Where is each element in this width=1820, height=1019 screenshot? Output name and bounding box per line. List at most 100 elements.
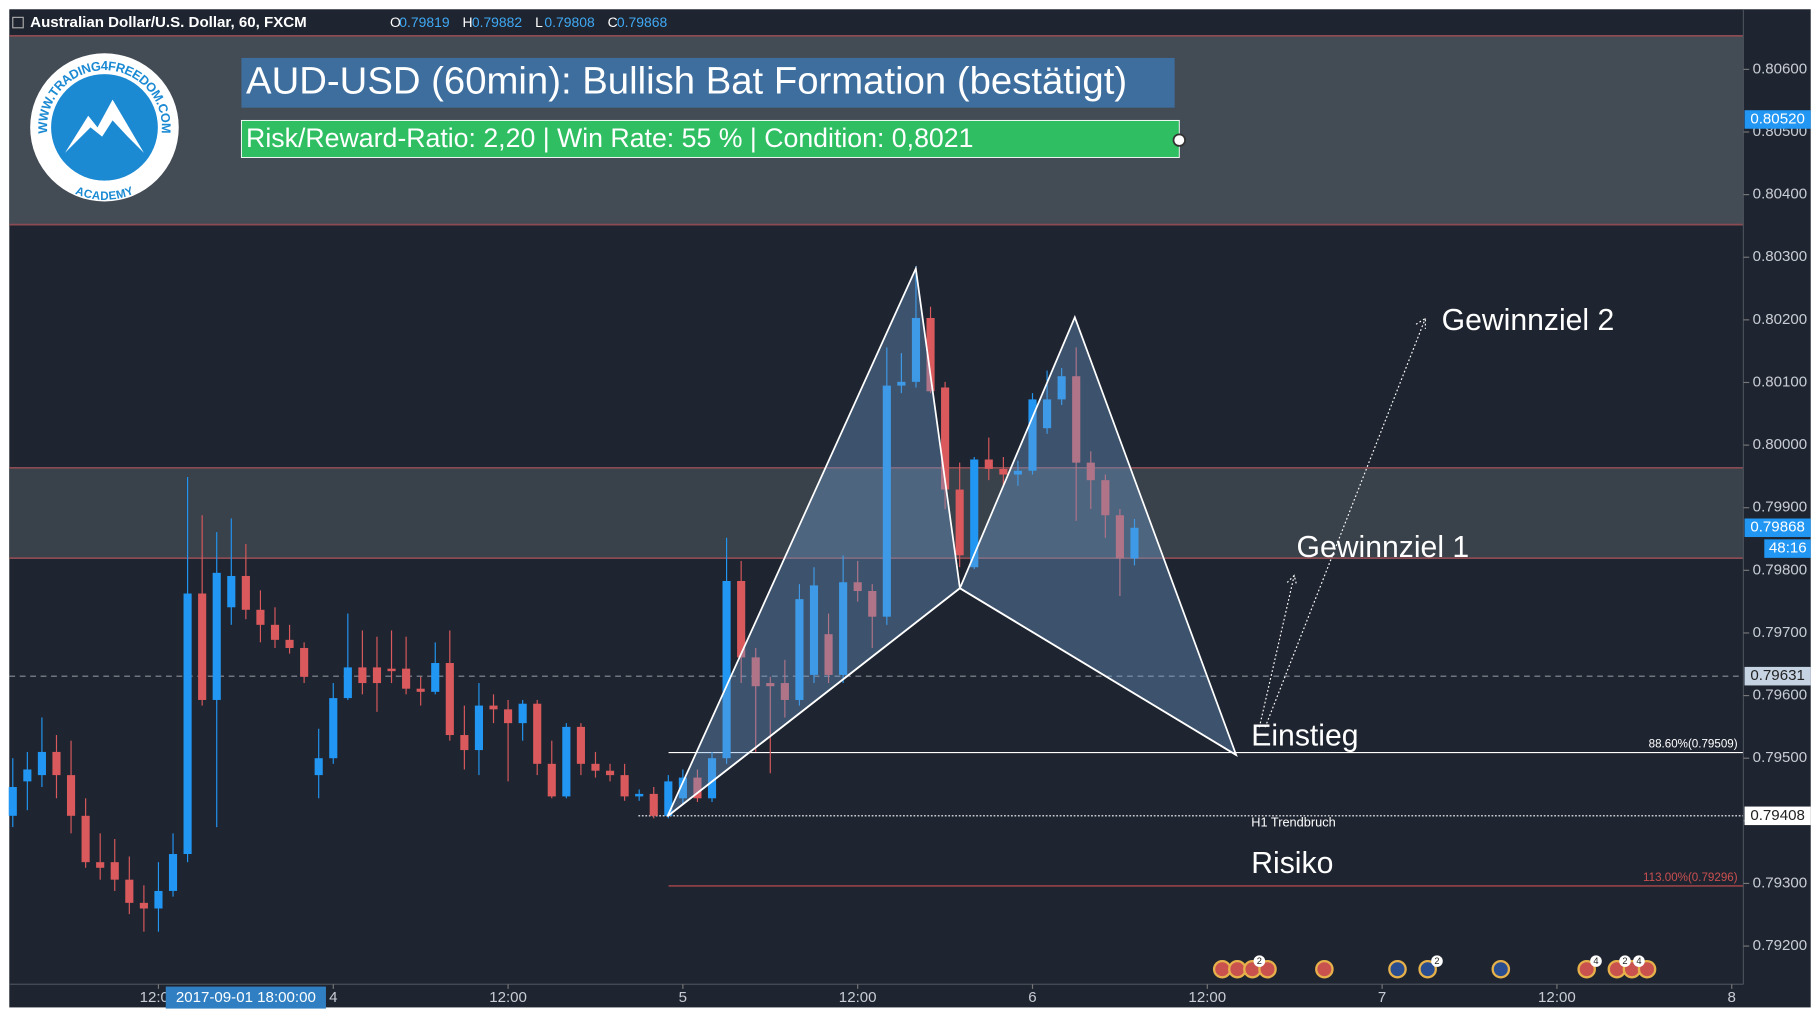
- overlay: O0.79819 H 0.79882 L 0.79808 C 0.798680.792000…: [140, 14, 1811, 1009]
- candle-body: [722, 580, 731, 759]
- candle-body: [868, 591, 877, 617]
- y-tick-label: 0.79600: [1753, 687, 1808, 704]
- countdown-box: [1764, 539, 1811, 558]
- candle-body: [1043, 399, 1052, 429]
- candle-body: [212, 572, 221, 700]
- candle-body: [300, 647, 309, 677]
- title: AUD-USD (60min): Bullish Bat Formation (…: [246, 60, 1127, 103]
- candle-body: [576, 726, 585, 764]
- x-tick-label: 12:00: [839, 989, 877, 1006]
- candle-body: [37, 751, 46, 776]
- candle-body: [227, 575, 236, 608]
- event-flag[interactable]: [1577, 959, 1596, 979]
- zone: [9, 467, 1744, 559]
- candle-body: [489, 705, 498, 710]
- candle-body: [198, 593, 207, 700]
- badge-label: 4: [1636, 956, 1641, 966]
- ohlc-label: C: [608, 14, 618, 30]
- candle-body: [504, 709, 513, 724]
- ohlc-value: 0.79808: [544, 14, 595, 30]
- marks: [8, 266, 1744, 932]
- badge: [1253, 955, 1266, 967]
- candle-body: [358, 667, 367, 684]
- event-flag[interactable]: [1212, 959, 1232, 979]
- y-tick-label: 0.79900: [1753, 499, 1808, 516]
- candle-body: [1115, 515, 1124, 559]
- pattern-line: [666, 587, 961, 818]
- candle-body: [737, 580, 746, 658]
- candle-body: [1130, 527, 1139, 559]
- y-tick-label: 0.80300: [1753, 248, 1808, 265]
- candle-body: [125, 879, 134, 903]
- price-tag-label: 0.80520: [1750, 110, 1805, 127]
- bat-pattern: [666, 265, 1426, 818]
- y-tick-label: 0.80100: [1753, 373, 1808, 390]
- candle-body: [809, 585, 819, 675]
- candle-body: [372, 667, 382, 684]
- annotations: Gewinnziel 2 Gewinnziel 1 Einstieg Risik…: [1251, 304, 1614, 880]
- handle: [1172, 133, 1186, 147]
- event-flag[interactable]: [1315, 959, 1334, 979]
- y-tick-label: 0.79700: [1753, 624, 1808, 641]
- candle-body: [911, 317, 921, 382]
- candle-body: [533, 703, 542, 764]
- badge-label: 2: [1434, 956, 1439, 966]
- price-tag: [1744, 666, 1811, 686]
- candle-body: [96, 862, 105, 868]
- collapse-icon[interactable]: [12, 16, 24, 29]
- candle-body: [926, 317, 935, 392]
- arrow: [1264, 317, 1426, 728]
- event-flag[interactable]: [1228, 959, 1247, 979]
- badge-label: 2: [1622, 956, 1627, 966]
- candle-body: [649, 793, 658, 816]
- subtitle-box: [240, 119, 1180, 158]
- badge: [1633, 955, 1645, 967]
- x-tick-label: 12:00: [1188, 989, 1226, 1006]
- candle-body: [605, 770, 615, 776]
- y-tick-label: 0.80200: [1753, 311, 1808, 328]
- candle-body: [664, 781, 673, 816]
- logo: WWW.TRADING4FREEDOM.COM ACADEMY: [30, 53, 179, 203]
- ohlc-value: 0.79882: [472, 14, 523, 30]
- crosshair-label: 2017-09-01 18:00:00: [176, 989, 316, 1006]
- y-tick-label: 0.79200: [1753, 937, 1808, 954]
- candle-body: [766, 683, 775, 687]
- price-tag: [1744, 806, 1811, 826]
- logo-bottom-text: ACADEMY: [74, 185, 136, 203]
- countdown: 48:16: [1769, 540, 1807, 557]
- x-tick-label: 6: [1028, 989, 1036, 1006]
- candle-body: [474, 705, 484, 751]
- event-flag[interactable]: [1418, 959, 1437, 979]
- candle-body: [387, 668, 396, 672]
- candle-body: [780, 683, 789, 700]
- candle-body: [139, 902, 148, 909]
- candle-body: [941, 387, 950, 490]
- candle-body: [8, 787, 17, 816]
- logo-text: ACADEMY: [74, 185, 136, 203]
- price-tag-label: 0.79868: [1750, 519, 1805, 536]
- x-tick-label: 4: [329, 989, 337, 1006]
- candle-body: [256, 609, 265, 625]
- ohlc-label: L: [535, 14, 543, 30]
- ohlc-value: 0.79819: [399, 14, 450, 30]
- badge: [1590, 955, 1602, 967]
- candle-body: [431, 663, 440, 692]
- price-tag-label: 0.79408: [1750, 807, 1805, 824]
- candle-body: [562, 726, 571, 797]
- badge: [1431, 955, 1443, 967]
- logo-mountain: [65, 99, 144, 153]
- candle-body: [620, 775, 629, 797]
- x-tick-label: 5: [679, 989, 687, 1006]
- candle-body: [285, 639, 294, 648]
- candle-body: [1013, 470, 1022, 475]
- candle-body: [693, 777, 702, 799]
- candle-body: [183, 593, 192, 855]
- candle-body: [547, 763, 556, 797]
- event-flag[interactable]: [1491, 959, 1511, 979]
- event-flag[interactable]: [1388, 959, 1407, 979]
- candle-body: [402, 668, 411, 689]
- candle-body: [23, 769, 32, 782]
- annotation: Gewinnziel 1: [1297, 531, 1470, 564]
